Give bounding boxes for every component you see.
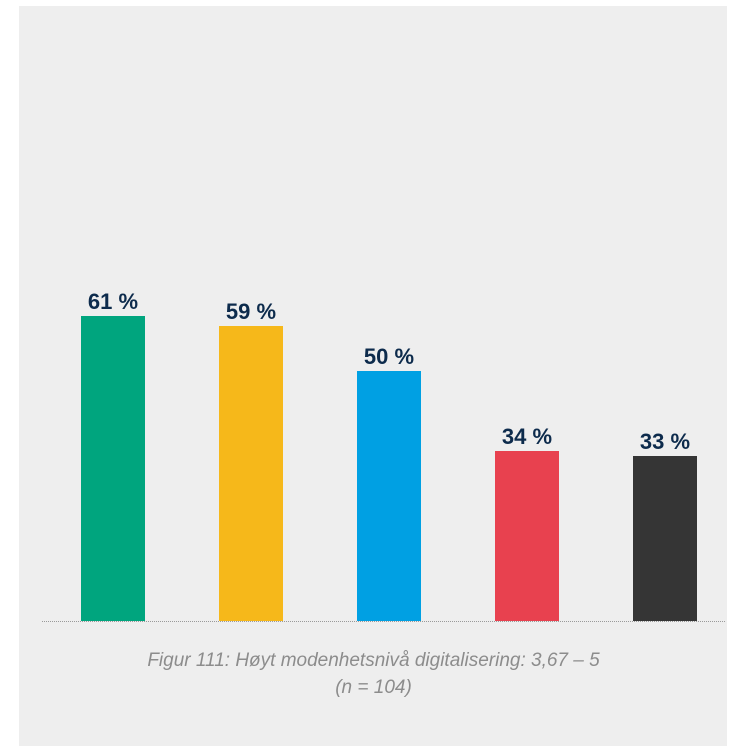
value-labels-group: 61 % 59 % 50 % 34 % 33 % — [88, 289, 690, 454]
bar-4 — [495, 451, 559, 621]
bar-value-label-1: 61 % — [88, 289, 138, 314]
figure-caption: Figur 111: Høyt modenhetsnivå digitalise… — [0, 647, 747, 701]
bar-2 — [219, 326, 283, 621]
caption-line-2: (n = 104) — [335, 677, 412, 698]
bar-3 — [357, 371, 421, 621]
bar-5 — [633, 456, 697, 621]
bar-value-label-2: 59 % — [226, 299, 276, 324]
bar-value-label-5: 33 % — [640, 429, 690, 454]
bar-chart: 61 % 59 % 50 % 34 % 33 % — [42, 289, 726, 622]
caption-line-1: Figur 111: Høyt modenhetsnivå digitalise… — [147, 650, 600, 671]
bar-value-label-3: 50 % — [364, 344, 414, 369]
bars-group — [81, 316, 697, 621]
bar-value-label-4: 34 % — [502, 424, 552, 449]
bar-1 — [81, 316, 145, 621]
